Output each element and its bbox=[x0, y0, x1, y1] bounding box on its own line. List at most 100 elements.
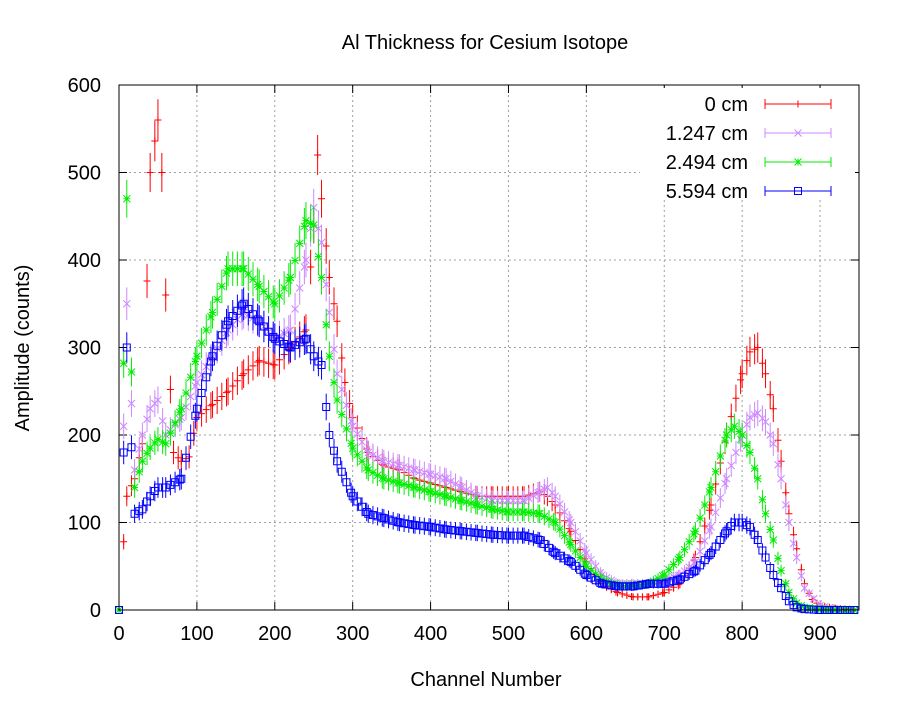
data-point-marker bbox=[794, 100, 802, 108]
data-point-marker bbox=[754, 344, 762, 351]
data-point-marker bbox=[146, 492, 155, 501]
data-point-marker bbox=[591, 562, 600, 571]
data-point-marker bbox=[493, 531, 502, 540]
data-point-marker bbox=[309, 352, 318, 361]
data-point-marker bbox=[587, 555, 595, 564]
data-point-marker bbox=[300, 335, 309, 344]
data-point-marker bbox=[700, 556, 709, 565]
data-point-marker bbox=[333, 396, 341, 404]
data-point-marker bbox=[680, 545, 689, 554]
data-point-marker bbox=[638, 580, 647, 589]
data-point-marker bbox=[224, 387, 232, 395]
data-point-marker bbox=[122, 194, 131, 203]
data-point-marker bbox=[462, 498, 471, 506]
data-point-marker bbox=[738, 518, 747, 527]
data-point-marker bbox=[591, 570, 600, 578]
data-point-marker bbox=[520, 508, 528, 516]
data-point-marker bbox=[337, 385, 346, 394]
data-point-marker bbox=[119, 448, 128, 457]
y-tick-label: 200 bbox=[68, 425, 101, 447]
data-point-marker bbox=[660, 571, 669, 579]
data-point-marker bbox=[467, 499, 475, 508]
data-point-marker bbox=[127, 368, 136, 376]
data-point-marker bbox=[457, 483, 466, 492]
data-point-marker bbox=[348, 444, 357, 452]
data-point-marker bbox=[404, 464, 413, 473]
data-point-marker bbox=[435, 524, 444, 533]
data-point-marker bbox=[462, 486, 471, 494]
data-point-marker bbox=[597, 579, 606, 588]
data-point-marker bbox=[143, 449, 151, 458]
data-point-marker bbox=[524, 494, 533, 502]
data-point-marker bbox=[792, 603, 801, 612]
data-point-marker bbox=[587, 566, 595, 575]
data-point-marker bbox=[746, 413, 754, 422]
data-point-marker bbox=[228, 264, 237, 273]
data-point-marker bbox=[358, 438, 366, 446]
data-point-marker bbox=[426, 488, 435, 496]
y-axis-title: Amplitude (counts) bbox=[12, 265, 34, 432]
data-point-marker bbox=[291, 256, 299, 265]
axis-ticks: 0 100 200 300 400 500 600 700 800 900 0 100 200 300 40… bbox=[68, 75, 859, 645]
data-point-marker bbox=[222, 389, 230, 397]
data-point-marker bbox=[629, 582, 638, 591]
data-point-marker bbox=[493, 506, 502, 515]
data-point-marker bbox=[379, 474, 388, 483]
data-point-marker bbox=[623, 591, 631, 599]
data-point-marker bbox=[696, 514, 704, 522]
data-point-marker bbox=[389, 460, 398, 468]
data-point-marker bbox=[193, 352, 201, 361]
data-point-marker bbox=[208, 308, 217, 317]
data-point-marker bbox=[353, 450, 362, 459]
x-tick-label: 400 bbox=[414, 623, 447, 645]
data-point-marker bbox=[503, 496, 511, 505]
data-point-marker bbox=[789, 539, 798, 548]
data-point-marker bbox=[707, 549, 715, 558]
data-point-marker bbox=[794, 187, 802, 195]
data-point-marker bbox=[301, 334, 310, 343]
data-point-marker bbox=[560, 531, 569, 540]
data-point-marker bbox=[409, 465, 418, 474]
data-point-marker bbox=[736, 435, 745, 444]
data-point-marker bbox=[540, 512, 549, 521]
data-point-marker bbox=[233, 264, 242, 273]
data-point-marker bbox=[314, 252, 323, 261]
data-point-marker bbox=[513, 508, 522, 516]
data-point-marker bbox=[389, 477, 398, 486]
data-point-marker bbox=[222, 269, 231, 277]
data-point-marker bbox=[302, 216, 310, 225]
plot-frame bbox=[118, 84, 860, 611]
data-point-marker bbox=[186, 432, 195, 441]
data-point-marker bbox=[411, 466, 419, 474]
data-point-marker bbox=[186, 392, 195, 401]
data-point-marker bbox=[689, 567, 698, 576]
data-point-marker bbox=[761, 418, 770, 426]
data-point-marker bbox=[732, 394, 740, 402]
data-point-marker bbox=[175, 475, 184, 484]
data-point-marker bbox=[529, 534, 538, 543]
data-point-marker bbox=[271, 361, 279, 369]
data-point-marker bbox=[446, 526, 455, 535]
data-point-marker bbox=[451, 526, 460, 535]
x-tick-label: 900 bbox=[803, 623, 836, 645]
x-axis-title: Channel Number bbox=[410, 669, 562, 691]
data-point-marker bbox=[753, 474, 762, 483]
data-point-marker bbox=[700, 537, 709, 545]
data-point-marker bbox=[705, 506, 713, 514]
data-point-marker bbox=[705, 488, 714, 496]
data-point-marker bbox=[307, 263, 315, 271]
legend: 0 cm 1.247 cm 2.494 cm 5.594 cm bbox=[640, 88, 855, 203]
data-point-marker bbox=[727, 461, 736, 470]
data-point-marker bbox=[797, 572, 806, 580]
data-point-marker bbox=[217, 282, 226, 291]
data-point-marker bbox=[504, 508, 513, 516]
data-point-marker bbox=[317, 273, 326, 282]
data-point-marker bbox=[322, 320, 331, 329]
data-point-marker bbox=[275, 337, 284, 346]
data-point-marker bbox=[158, 417, 167, 425]
data-point-marker bbox=[317, 238, 326, 247]
data-point-marker bbox=[404, 520, 413, 529]
data-point-marker bbox=[384, 515, 393, 524]
data-point-marker bbox=[119, 359, 128, 368]
data-point-marker bbox=[207, 402, 215, 410]
